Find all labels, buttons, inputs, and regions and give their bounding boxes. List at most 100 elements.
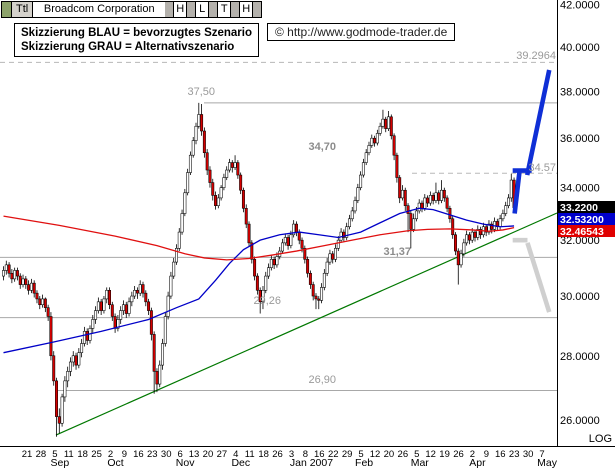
ma-line-red bbox=[3, 215, 515, 261]
candle-down bbox=[437, 192, 441, 201]
candle-up bbox=[166, 295, 170, 317]
candle-down bbox=[467, 234, 471, 241]
candle-up bbox=[275, 256, 279, 266]
scenario-legend: Skizzierung BLAU = bevorzugtes Szenario … bbox=[14, 23, 260, 57]
month-label: Mar bbox=[411, 457, 430, 469]
week-tick-label: 11 bbox=[64, 449, 74, 460]
week-tick-label: 21 bbox=[22, 449, 33, 460]
candle-up bbox=[21, 278, 25, 285]
scenario-gray-sketch bbox=[525, 242, 552, 313]
candle-down bbox=[236, 162, 240, 176]
week-tick-label: 30 bbox=[161, 449, 172, 460]
level-label: 26,90 bbox=[308, 374, 336, 386]
ticker-field[interactable]: Ttl bbox=[12, 2, 34, 17]
candle-up bbox=[465, 234, 469, 244]
candle-up bbox=[94, 310, 98, 320]
candle-up bbox=[267, 267, 271, 277]
level-label: 34,70 bbox=[308, 141, 336, 153]
candle-down bbox=[331, 253, 335, 260]
toolbar-button-h-0[interactable]: H bbox=[173, 2, 188, 17]
candle-down bbox=[27, 284, 31, 291]
candle-up bbox=[414, 210, 418, 220]
candle-down bbox=[200, 114, 204, 132]
candle-up bbox=[345, 226, 349, 238]
toolbar-button-h-3[interactable]: H bbox=[239, 2, 254, 17]
week-tick-label: 7 bbox=[539, 449, 544, 460]
week-tick-label: 27 bbox=[217, 449, 228, 460]
candle-up bbox=[498, 218, 502, 228]
candle-up bbox=[169, 275, 173, 297]
week-tick-label: 12 bbox=[370, 449, 381, 460]
candle-down bbox=[113, 316, 117, 329]
candle-up bbox=[364, 152, 368, 163]
log-scale-label: LOG bbox=[589, 433, 612, 445]
ma-line-blue bbox=[3, 207, 515, 354]
week-tick-label: 2 bbox=[108, 449, 113, 460]
candle-down bbox=[152, 334, 156, 372]
month-label: Jan 2007 bbox=[290, 457, 333, 469]
level-label: 31,37 bbox=[383, 246, 411, 258]
toolbar-button-t-2[interactable]: T bbox=[217, 2, 232, 17]
candle-down bbox=[373, 137, 377, 144]
candle-up bbox=[328, 253, 332, 263]
candle-down bbox=[15, 270, 19, 277]
candle-down bbox=[286, 237, 290, 246]
price-badge-bg bbox=[558, 213, 615, 225]
week-tick-label: 30 bbox=[523, 449, 534, 460]
week-tick-label: 5 bbox=[414, 449, 419, 460]
candle-up bbox=[370, 137, 374, 146]
candle-up bbox=[163, 316, 167, 344]
candle-down bbox=[10, 272, 14, 280]
week-tick-label: 5 bbox=[52, 449, 57, 460]
candle-up bbox=[116, 319, 120, 329]
price-tick-label: 42.0000 bbox=[560, 0, 600, 12]
candle-up bbox=[347, 218, 351, 228]
candle-up bbox=[188, 154, 192, 173]
candle-up bbox=[60, 396, 64, 424]
candle-down bbox=[57, 416, 61, 424]
candle-up bbox=[102, 298, 106, 311]
month-label: Nov bbox=[176, 457, 195, 469]
week-tick-label: 8 bbox=[303, 449, 308, 460]
candle-down bbox=[384, 118, 388, 129]
price-badge-1: 32.53200 bbox=[560, 214, 604, 226]
week-tick-label: 18 bbox=[258, 449, 269, 460]
week-tick-label: 18 bbox=[77, 449, 88, 460]
candle-down bbox=[392, 135, 396, 156]
candle-up bbox=[82, 331, 86, 344]
toolbar-button-l-1[interactable]: L bbox=[195, 2, 210, 17]
candle-up bbox=[66, 371, 70, 382]
week-tick-label: 6 bbox=[177, 449, 182, 460]
candle-down bbox=[403, 189, 407, 206]
candle-down bbox=[490, 223, 494, 230]
week-tick-label: 2 bbox=[470, 449, 475, 460]
price-tick-label: 32.0000 bbox=[560, 235, 600, 247]
candle-up bbox=[197, 114, 201, 127]
candle-up bbox=[138, 284, 142, 294]
candle-down bbox=[124, 304, 128, 314]
candle-down bbox=[253, 259, 257, 277]
candle-down bbox=[250, 242, 254, 260]
candle-down bbox=[479, 229, 483, 236]
candle-down bbox=[144, 292, 148, 303]
candle-down bbox=[85, 331, 89, 341]
week-tick-label: 13 bbox=[189, 449, 200, 460]
month-label: Feb bbox=[355, 457, 373, 469]
candle-up bbox=[63, 380, 67, 398]
candle-up bbox=[283, 237, 287, 244]
candle-down bbox=[454, 234, 457, 252]
candle-down bbox=[35, 292, 39, 300]
candle-down bbox=[311, 284, 315, 297]
candle-down bbox=[155, 371, 159, 385]
week-tick-label: 12 bbox=[425, 449, 436, 460]
price-tick-label: 26.0000 bbox=[560, 415, 600, 427]
week-tick-label: 23 bbox=[147, 449, 158, 460]
candle-down bbox=[317, 298, 321, 301]
scenario-blue-sketch bbox=[524, 69, 552, 176]
candle-down bbox=[230, 162, 234, 168]
candle-up bbox=[186, 172, 190, 194]
candle-up bbox=[161, 343, 165, 366]
level-label: 39.2964 bbox=[516, 50, 556, 62]
candle-up bbox=[334, 248, 337, 260]
